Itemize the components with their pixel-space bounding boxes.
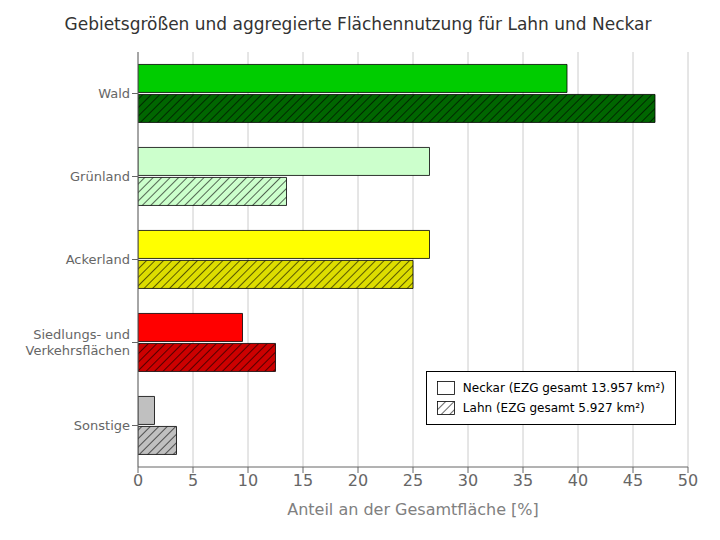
- svg-text:25: 25: [403, 471, 423, 490]
- svg-text:20: 20: [348, 471, 368, 490]
- svg-text:50: 50: [678, 471, 698, 490]
- svg-text:5: 5: [188, 471, 198, 490]
- html-text:Gebietsgrößen und aggregierte: Gebietsgrößen und aggregierte Flächennut…: [64, 14, 652, 34]
- svg-text:Wald: Wald: [98, 86, 130, 101]
- svg-text:10: 10: [238, 471, 258, 490]
- svg-text:40: 40: [568, 471, 588, 490]
- html-text:Lahn (EZG gesamt 5.927 km²): Lahn (EZG gesamt 5.927 km²): [462, 401, 645, 415]
- svg-text:Sonstige: Sonstige: [74, 418, 130, 433]
- svg-text:Anteil an der Gesamtfläche [%]: Anteil an der Gesamtfläche [%]: [287, 500, 539, 519]
- svg-text:0: 0: [133, 471, 143, 490]
- svg-text:Siedlungs- undVerkehrsflächen: Siedlungs- undVerkehrsflächen: [26, 327, 130, 358]
- svg-text:45: 45: [623, 471, 643, 490]
- svg-text:30: 30: [458, 471, 478, 490]
- html-text:Neckar (EZG gesamt 13.957 km²): Neckar (EZG gesamt 13.957 km²): [462, 381, 665, 395]
- svg-text:35: 35: [513, 471, 533, 490]
- svg-text:Ackerland: Ackerland: [66, 252, 130, 267]
- svg-text:15: 15: [293, 471, 313, 490]
- svg-text:Grünland: Grünland: [70, 169, 130, 184]
